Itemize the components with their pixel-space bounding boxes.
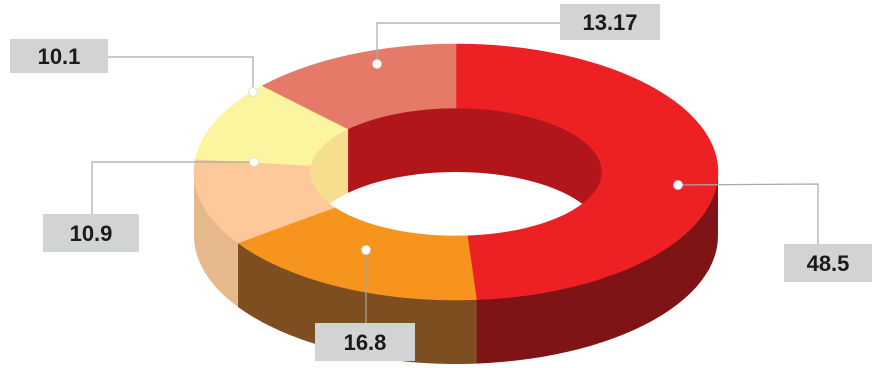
data-label-2: 10.9 [70, 221, 113, 246]
data-label-box-4 [560, 4, 660, 40]
outer-wall-2 [194, 172, 238, 307]
data-label-1: 16.8 [344, 330, 387, 355]
data-label-3: 10.1 [38, 44, 81, 69]
leader-dot-0 [673, 180, 683, 190]
outer-wall-1 [237, 242, 477, 364]
leader-dot-1 [361, 245, 371, 255]
slice-sides [194, 108, 718, 364]
slice-tops [193, 43, 719, 301]
data-label-box-0 [784, 244, 872, 282]
leader-line-0 [677, 183, 819, 244]
leader-dot-2 [249, 157, 259, 167]
data-label-box-3 [10, 39, 108, 73]
data-label-box-2 [43, 214, 139, 252]
leader-dot-3 [248, 87, 258, 97]
data-label-box-1 [315, 323, 415, 361]
leader-dot-4 [372, 59, 382, 69]
leader-lines [91, 22, 819, 323]
leader-line-4 [376, 22, 560, 64]
slice-top-4 [261, 43, 457, 130]
data-label-4: 13.17 [582, 10, 637, 35]
leader-line-3 [108, 56, 254, 92]
data-labels: 48.5 16.8 10.9 10.1 13.17 [10, 4, 872, 361]
outer-wall-0 [476, 172, 718, 364]
inner-wall-4 [348, 108, 456, 193]
inner-wall-0 [456, 108, 602, 236]
leader-line-2 [91, 161, 254, 214]
data-label-0: 48.5 [807, 251, 850, 276]
